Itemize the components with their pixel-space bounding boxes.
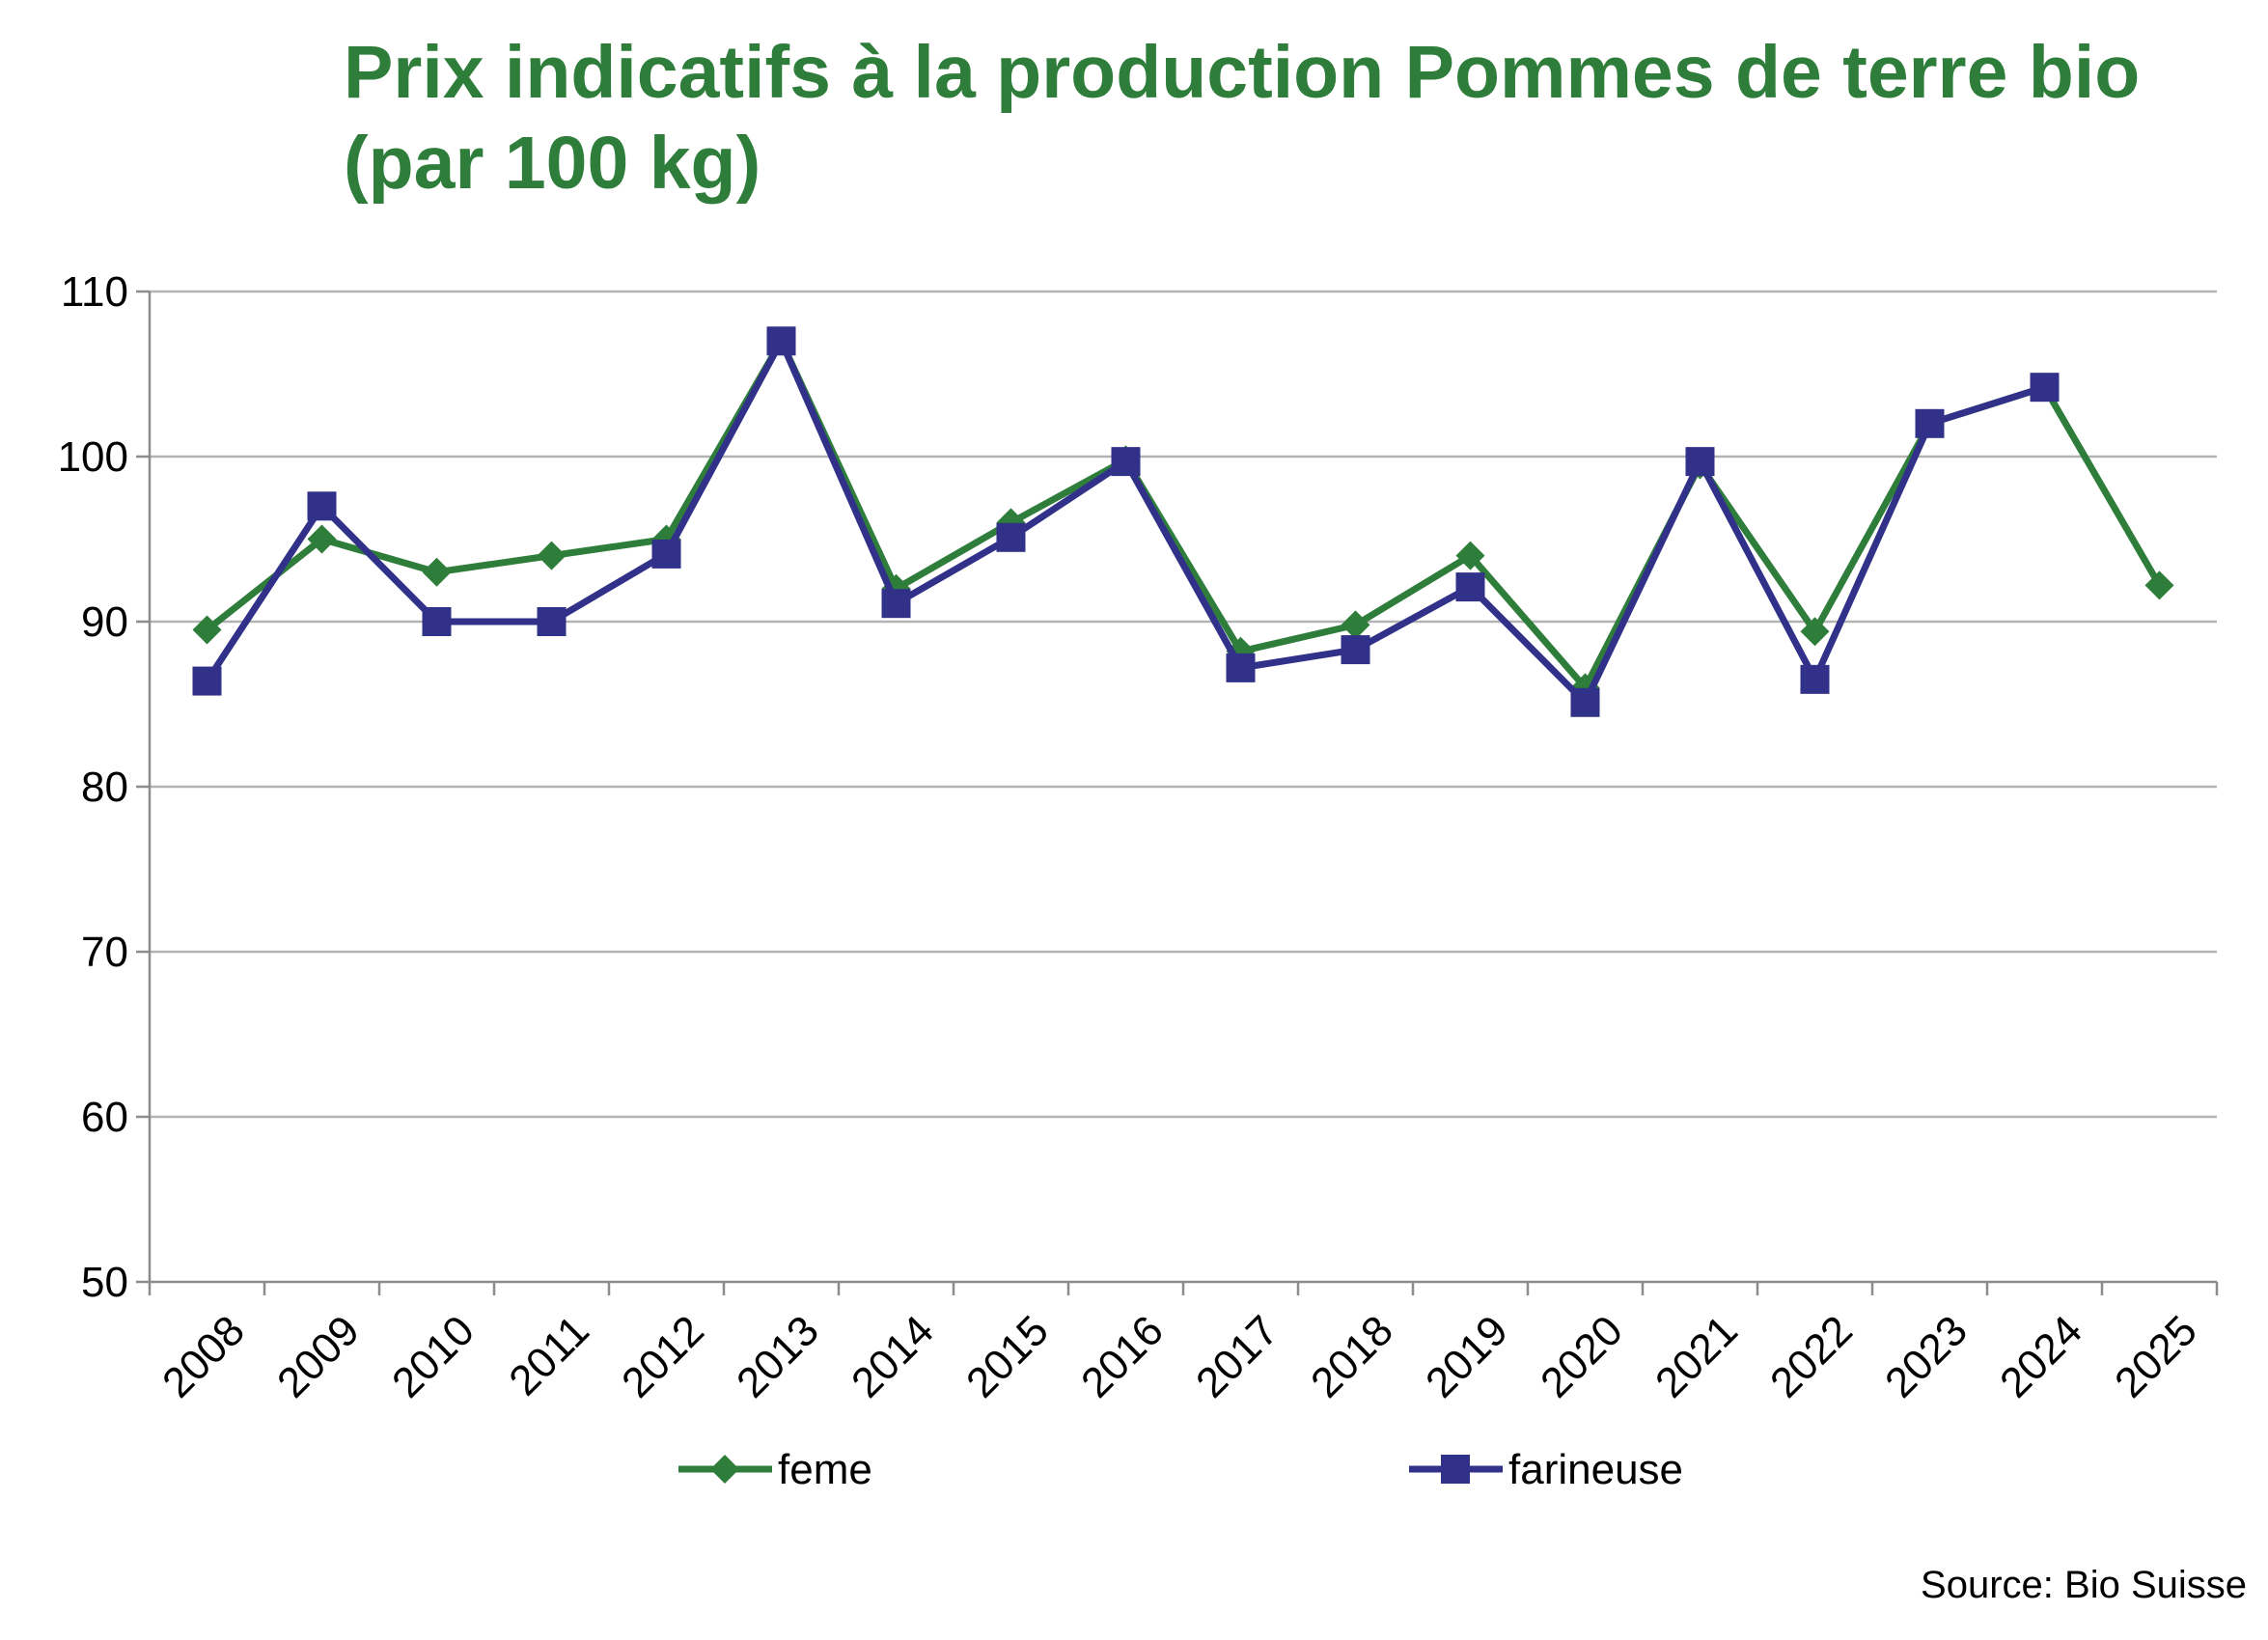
y-tick-label: 50 <box>81 1259 128 1306</box>
x-tick-label: 2008 <box>153 1307 254 1407</box>
legend-marker-feme <box>710 1455 739 1484</box>
chart-title: Prix indicatifs à la production Pommes d… <box>344 31 2141 205</box>
data-point-feme <box>1455 541 1485 570</box>
source-note: Source: Bio Suisse <box>1921 1564 2247 1606</box>
x-tick-label: 2024 <box>1991 1307 2091 1407</box>
data-point-farineuse <box>192 666 222 696</box>
data-point-feme <box>537 541 567 570</box>
x-tick-label: 2025 <box>2106 1307 2206 1407</box>
gridlines <box>150 290 2217 1119</box>
x-tick-label: 2016 <box>1072 1307 1173 1407</box>
data-point-feme <box>1800 617 1830 647</box>
data-point-feme <box>2144 570 2174 600</box>
series-line-farineuse <box>204 337 2046 707</box>
y-tick-label: 60 <box>81 1094 128 1141</box>
x-tick-label: 2021 <box>1646 1307 1747 1407</box>
y-tick-label: 80 <box>81 764 128 811</box>
data-point-farineuse <box>1685 447 1715 477</box>
y-tick-label: 100 <box>58 433 128 481</box>
x-tick-label: 2014 <box>843 1307 943 1407</box>
x-tick-label: 2020 <box>1532 1307 1632 1407</box>
legend-label-farineuse: farineuse <box>1508 1446 1683 1493</box>
x-tick-label: 2012 <box>613 1307 713 1407</box>
data-point-feme <box>307 524 337 554</box>
data-point-farineuse <box>422 607 452 636</box>
data-point-farineuse <box>651 539 681 569</box>
data-point-farineuse <box>996 522 1026 552</box>
x-axis-ticks: 2008 2009 2010 2011 2012 2013 2014 2015 2016 2017… <box>148 1282 2219 1407</box>
x-tick-label: 2013 <box>728 1307 828 1407</box>
legend-marker-farineuse <box>1441 1455 1470 1484</box>
data-point-farineuse <box>1455 572 1485 602</box>
x-tick-label: 2019 <box>1417 1307 1517 1407</box>
legend-label-feme: feme <box>778 1446 872 1493</box>
y-axis-ticks: 50 60 70 80 90 100 110 <box>58 268 150 1306</box>
legend: feme farineuse <box>678 1446 1683 1493</box>
data-point-farineuse <box>537 607 567 636</box>
data-point-farineuse <box>1570 687 1600 717</box>
data-point-feme <box>1341 610 1370 640</box>
data-point-farineuse <box>1341 635 1370 665</box>
x-tick-label: 2009 <box>268 1307 369 1407</box>
data-point-farineuse <box>307 491 337 521</box>
x-tick-label: 2015 <box>957 1307 1058 1407</box>
data-point-farineuse <box>881 589 911 619</box>
data-point-feme <box>422 557 452 587</box>
data-point-farineuse <box>766 326 796 356</box>
data-point-farineuse <box>2030 373 2060 403</box>
x-tick-label: 2023 <box>1876 1307 1977 1407</box>
data-point-feme <box>192 615 222 645</box>
x-tick-label: 2010 <box>383 1307 484 1407</box>
data-point-farineuse <box>1226 653 1256 682</box>
x-tick-label: 2011 <box>500 1307 598 1405</box>
data-point-farineuse <box>1800 664 1830 694</box>
data-point-farineuse <box>1915 408 1945 438</box>
y-tick-label: 110 <box>61 268 128 316</box>
series-layer <box>192 326 2174 717</box>
y-tick-label: 70 <box>81 929 128 976</box>
y-tick-label: 90 <box>81 598 128 646</box>
data-point-farineuse <box>1111 447 1141 477</box>
x-tick-label: 2018 <box>1302 1307 1402 1407</box>
x-tick-label: 2017 <box>1187 1307 1287 1407</box>
series-line-feme <box>205 337 2163 691</box>
x-tick-label: 2022 <box>1761 1307 1862 1407</box>
